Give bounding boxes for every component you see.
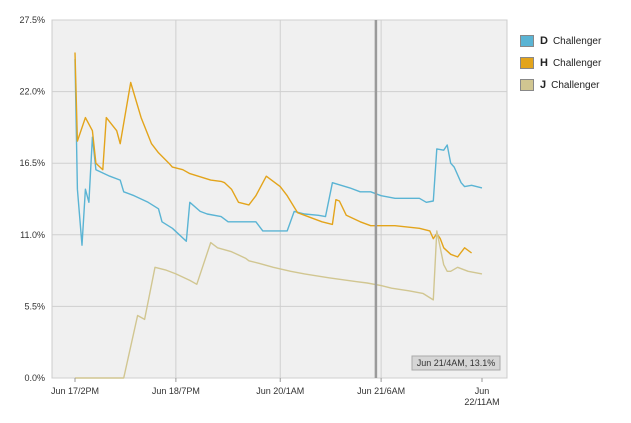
y-tick-label: 16.5% xyxy=(19,158,45,168)
legend-swatch xyxy=(520,35,534,47)
plot-area xyxy=(51,19,508,379)
crosshair: Jun 21/4AM, 13.1% xyxy=(374,20,501,378)
series-line-d[interactable] xyxy=(74,59,483,246)
legend-item-h[interactable]: H Challenger xyxy=(520,52,601,74)
series-line-j[interactable] xyxy=(75,230,483,379)
y-tick-label: 27.5% xyxy=(19,15,45,25)
legend-label: Challenger xyxy=(552,35,602,47)
x-tick-label: Jun 18/7PM xyxy=(152,386,200,396)
legend-label: Challenger xyxy=(552,57,602,69)
y-tick-label: 5.5% xyxy=(24,301,45,311)
legend-letter: J xyxy=(540,79,547,91)
legend-swatch xyxy=(520,79,534,91)
legend-label: Challenger xyxy=(551,79,600,91)
legend-item-j[interactable]: J Challenger xyxy=(520,74,601,96)
y-tick-label: 0.0% xyxy=(24,373,45,383)
y-tick-label: 22.0% xyxy=(19,87,45,97)
x-tick-label: Jun 22/11AM xyxy=(464,386,499,407)
x-tick-label: Jun 20/1AM xyxy=(256,386,304,396)
y-tick-label: 11.0% xyxy=(20,230,45,240)
legend-letter: H xyxy=(540,57,548,69)
series-layer xyxy=(74,52,483,379)
legend: D Challenger H Challenger J Challenger xyxy=(520,30,601,96)
series-line-h[interactable] xyxy=(74,52,473,258)
legend-item-d[interactable]: D Challenger xyxy=(520,30,601,52)
tooltip-text: Jun 21/4AM, 13.1% xyxy=(417,358,496,368)
x-tick-label: Jun 21/6AM xyxy=(357,386,405,396)
x-tick-label: Jun 17/2PM xyxy=(51,386,99,396)
legend-letter: D xyxy=(540,35,548,47)
legend-swatch xyxy=(520,57,534,69)
tooltip-box xyxy=(411,355,501,371)
grid-lines xyxy=(52,19,507,379)
axes: 0.0% 5.5% 11.0% 16.5% 22.0% 27.5% Jun 17/2PM Ju… xyxy=(19,15,499,407)
